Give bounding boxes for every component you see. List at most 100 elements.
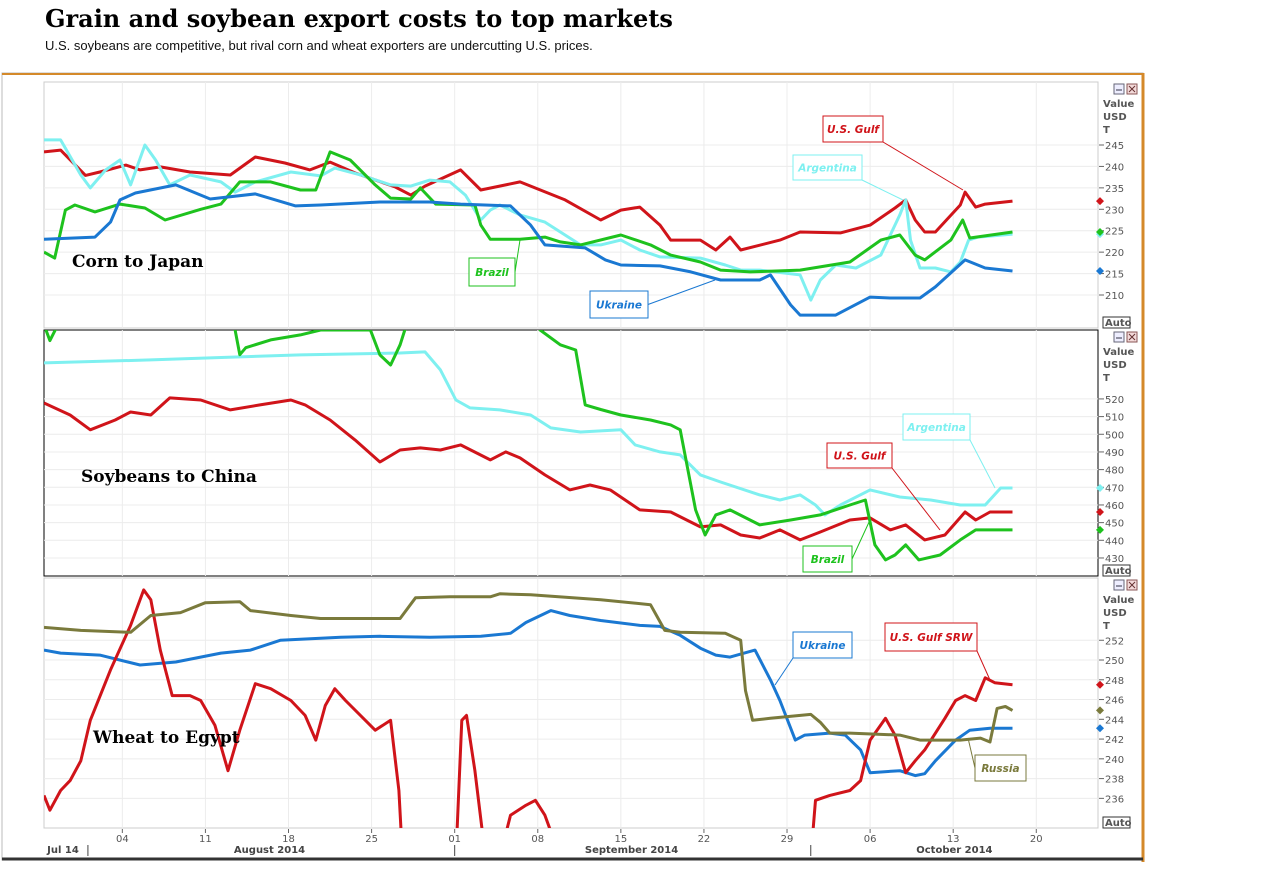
y-tick-label: 250 (1105, 656, 1124, 667)
plot-area (43, 81, 1099, 329)
callout-label: U.S. Gulf (827, 124, 880, 136)
last-value-marker (1096, 197, 1104, 206)
y-axis-header: T (1103, 125, 1110, 136)
month-label: August 2014 (234, 845, 305, 856)
y-tick-label: 450 (1105, 519, 1124, 530)
y-tick-label: 235 (1105, 184, 1124, 195)
chart-title: Grain and soybean export costs to top ma… (45, 4, 673, 33)
callout-label: Ukraine (596, 300, 642, 312)
x-axis: 04 11 18 25 01 08 15 22 29 06 13 20 Jul 14 August 201… (46, 829, 1043, 856)
auto-button-label: Auto (1105, 318, 1132, 329)
panel-controls (1113, 331, 1138, 343)
callout-leader (891, 467, 941, 531)
panel-controls (1113, 83, 1138, 95)
series-line-ukraine (44, 183, 1013, 317)
series-line-brazil (44, 150, 1013, 274)
callout-leader (882, 141, 964, 191)
callout-label: U.S. Gulf (834, 451, 887, 463)
callout-label: Ukraine (800, 640, 846, 652)
y-tick-label: 248 (1105, 676, 1124, 687)
y-tick-label: 510 (1105, 413, 1124, 424)
y-tick-label: 246 (1105, 696, 1124, 707)
panel-wheat-to-egypt: Value USD T 252 250 248 246 244 242 240 238 236 Auto… (43, 577, 1138, 829)
month-label: October 2014 (916, 845, 992, 856)
series-line-russia (44, 592, 1014, 744)
panel-title: Corn to Japan (72, 252, 204, 272)
x-tick-label: 29 (781, 834, 794, 845)
minimize-icon[interactable] (1113, 579, 1125, 591)
callout-label: Argentina (797, 163, 857, 175)
callout-leader (514, 239, 521, 273)
y-tick-label: 240 (1105, 162, 1124, 173)
series-group (44, 138, 1013, 317)
auto-scale-button[interactable]: Auto (1102, 316, 1132, 329)
callout-label: Argentina (906, 422, 966, 434)
callout-box (468, 257, 516, 287)
y-tick-label: 460 (1105, 501, 1124, 512)
y-tick-label: 225 (1105, 227, 1124, 238)
y-axis-header: Value (1103, 347, 1134, 358)
y-tick-label: 242 (1105, 735, 1124, 746)
last-value-marker (1096, 525, 1104, 534)
callout-box (884, 622, 978, 652)
last-value-marker (1096, 680, 1104, 689)
x-tick-label: 06 (864, 834, 877, 845)
month-label: Jul 14 (46, 845, 79, 856)
x-tick-label: 18 (282, 834, 295, 845)
last-value-marker (1096, 267, 1104, 275)
minimize-icon[interactable] (1113, 331, 1125, 343)
callout-box (822, 115, 884, 143)
close-glyph (1128, 581, 1136, 589)
last-value-marker (1096, 724, 1104, 733)
callout-leader (969, 439, 996, 489)
panel-title: Wheat to Egypt (92, 728, 240, 748)
x-tick-label: 15 (614, 834, 627, 845)
callout-box (902, 413, 971, 441)
callout-box (792, 154, 863, 181)
auto-scale-button[interactable]: Auto (1102, 564, 1132, 577)
callout-box (792, 631, 853, 659)
callout-box (589, 290, 649, 319)
auto-button-box (1102, 816, 1131, 829)
y-tick-label: 244 (1105, 715, 1124, 726)
y-tick-label: 500 (1105, 430, 1124, 441)
last-value-marker (1096, 508, 1104, 517)
callout-leader (976, 650, 991, 681)
callout-box (974, 754, 1027, 782)
x-tick-label: 01 (448, 834, 461, 845)
y-tick-label: 220 (1105, 248, 1124, 259)
series-line-ukraine (44, 609, 1013, 778)
callout-label: Russia (981, 763, 1019, 775)
series-line-u-s-gulf (44, 148, 1013, 252)
x-tick-label: 22 (698, 834, 711, 845)
series-line-u-s-gulf-srw (44, 588, 1013, 828)
series-line-argentina (44, 350, 1013, 517)
minimize-icon[interactable] (1113, 83, 1125, 95)
y-tick-label: 238 (1105, 775, 1124, 786)
close-glyph (1128, 333, 1136, 341)
y-tick-label: 430 (1105, 554, 1124, 565)
x-tick-label: 25 (365, 834, 378, 845)
y-axis-header: USD (1103, 360, 1127, 371)
auto-button-box (1102, 316, 1131, 329)
panel-controls (1113, 579, 1138, 591)
y-axis-header: Value (1103, 595, 1134, 606)
y-axis-header: T (1103, 373, 1110, 384)
panel-soybeans-to-china: ValueUSDT520510500490480470460450440430A… (43, 329, 1138, 577)
x-tick-label: 13 (947, 834, 960, 845)
auto-button-box (1102, 564, 1131, 577)
y-tick-label: 245 (1105, 141, 1124, 152)
auto-button-label: Auto (1105, 566, 1132, 577)
series-line-brazil (44, 330, 1013, 562)
y-tick-label: 440 (1105, 536, 1124, 547)
last-value-marker (1096, 706, 1104, 715)
auto-scale-button[interactable]: Auto (1102, 816, 1132, 829)
x-tick-label: 20 (1030, 834, 1043, 845)
plot-area (43, 329, 1099, 577)
y-tick-label: 490 (1105, 448, 1124, 459)
last-value-marker (1096, 483, 1104, 492)
y-tick-label: 230 (1105, 205, 1124, 216)
panel-corn-to-japan: Value USD T 245 240 235 230 225 220 215 210 Auto U.S… (43, 81, 1138, 329)
x-tick-label: 04 (116, 834, 129, 845)
